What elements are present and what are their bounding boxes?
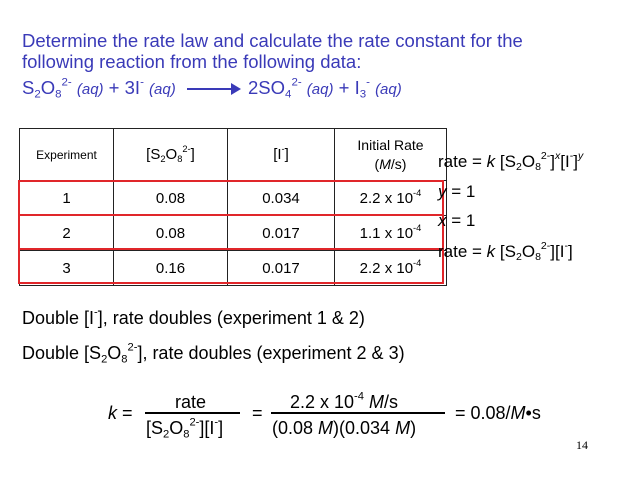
observation-persulfate: Double [S2O82-], rate doubles (experimen… xyxy=(22,341,405,366)
table-row: 2 0.08 0.017 1.1 x 10-4 xyxy=(19,215,447,251)
cell-persulfate: 0.08 xyxy=(113,180,228,216)
numerator-values: 2.2 x 10-4 M/s xyxy=(290,390,398,412)
general-rate-law: rate = k [S2O82-]x[I-]y xyxy=(438,150,584,174)
row-highlight-2 xyxy=(18,214,444,250)
observation-iodide: Double [I-], rate doubles (experiment 1 … xyxy=(22,306,365,328)
cell-persulfate: 0.08 xyxy=(113,215,228,251)
reaction-arrow-icon xyxy=(186,83,241,96)
header-initial-rate: Initial Rate (M/s) xyxy=(334,128,447,181)
cell-experiment: 1 xyxy=(19,180,114,216)
denominator-concentrations: [S2O82-][I-] xyxy=(146,416,224,441)
problem-line-2: following reaction from the following da… xyxy=(22,51,362,72)
header-experiment: Experiment xyxy=(19,128,114,181)
k-result: = 0.08/M•s xyxy=(455,403,541,423)
fraction-bar-1 xyxy=(145,412,240,414)
header-persulfate: [S2O82-] xyxy=(113,128,228,181)
denominator-values: (0.08 M)(0.034 M) xyxy=(272,418,417,438)
cell-rate: 2.2 x 10-4 xyxy=(334,250,447,286)
cell-iodide: 0.017 xyxy=(227,215,335,251)
table-header-row: Experiment [S2O82-] [I-] Initial Rate (M/… xyxy=(19,128,447,181)
product-sulfate: 2SO42- (aq) xyxy=(248,76,334,101)
table-row: 3 0.16 0.017 2.2 x 10-4 xyxy=(19,250,447,286)
cell-persulfate: 0.16 xyxy=(113,250,228,286)
reactant-persulfate: S2O82- (aq) xyxy=(22,76,104,101)
cell-iodide: 0.017 xyxy=(227,250,335,286)
problem-line-1: Determine the rate law and calculate the… xyxy=(22,30,523,51)
k-label: k = xyxy=(108,403,133,423)
problem-statement: Determine the rate law and calculate the… xyxy=(22,30,523,72)
reactant-iodide: 3I- (aq) xyxy=(124,76,176,98)
page-number: 14 xyxy=(576,438,588,452)
row-highlight-1 xyxy=(18,180,444,216)
header-iodide: [I-] xyxy=(227,128,335,181)
final-rate-law: rate = k [S2O82-][I-] xyxy=(438,240,573,264)
cell-experiment: 2 xyxy=(19,215,114,251)
numerator-rate: rate xyxy=(175,392,207,412)
reaction-equation: S2O82- (aq) + 3I- (aq) 2SO42- (aq) + I3-… xyxy=(22,76,402,101)
row-highlight-3 xyxy=(18,248,444,284)
y-value: y = 1 xyxy=(438,182,476,201)
cell-rate: 1.1 x 10-4 xyxy=(334,215,447,251)
x-value: x = 1 xyxy=(438,211,476,230)
rate-data-table: Experiment [S2O82-] [I-] Initial Rate (M/… xyxy=(19,128,447,286)
equals-sign: = xyxy=(252,403,263,423)
cell-experiment: 3 xyxy=(19,250,114,286)
product-triiodide: I3- (aq) xyxy=(354,76,402,101)
fraction-bar-2 xyxy=(271,412,445,414)
